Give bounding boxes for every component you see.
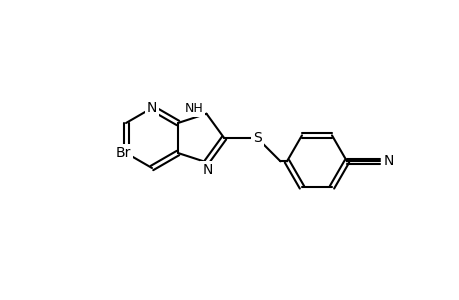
Text: N: N	[383, 154, 393, 168]
Text: N: N	[146, 101, 157, 115]
Text: NH: NH	[185, 102, 203, 115]
Text: S: S	[252, 131, 261, 145]
Text: N: N	[202, 163, 212, 177]
Text: Br: Br	[115, 146, 130, 160]
